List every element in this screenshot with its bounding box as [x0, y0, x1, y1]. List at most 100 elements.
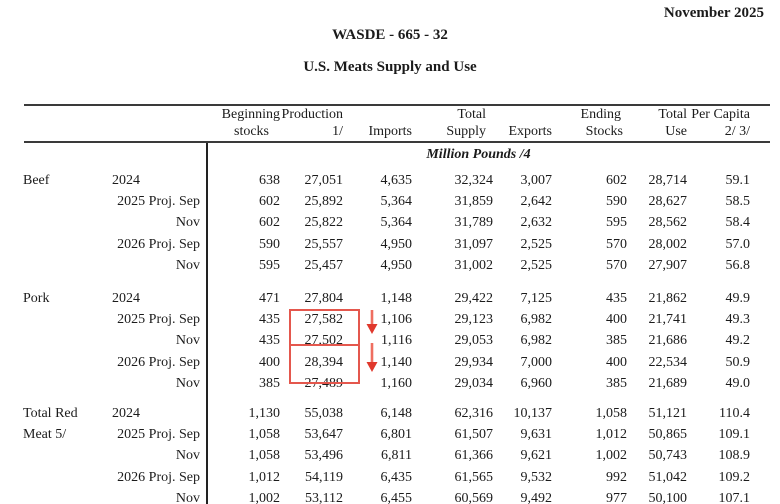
value-cell: 385 [606, 375, 627, 391]
value-cell: 21,689 [648, 375, 688, 391]
value-cell: 6,801 [380, 427, 413, 443]
value-cell: 9,532 [520, 469, 553, 485]
commodity-section: Pork 2024 471 27,804 1,148 29,422 7,125 435 21,8… [0, 288, 750, 394]
column-header: Imports [368, 124, 412, 139]
value-cell: 1,130 [248, 406, 281, 421]
value-cell: 28,562 [648, 215, 688, 231]
column-header [343, 106, 412, 123]
value-cell: 400 [259, 354, 280, 370]
value-cell: 400 [606, 312, 627, 328]
table-row: 2024 638 27,051 4,635 32,324 3,007 602 28,714 59… [0, 170, 750, 191]
value-cell: 6,148 [380, 406, 413, 421]
column-header: Use [665, 124, 687, 139]
column-header: Supply [446, 124, 486, 139]
value-cell: 4,950 [380, 236, 413, 252]
value-cell: 31,859 [454, 194, 494, 210]
value-cell: 25,557 [304, 236, 344, 252]
value-cell: 50,100 [648, 490, 688, 504]
value-cell: 60,569 [454, 490, 494, 504]
value-cell: 570 [606, 257, 627, 273]
value-cell: 9,621 [520, 448, 553, 464]
value-cell: 27,907 [648, 257, 688, 273]
table-row: Nov 595 25,457 4,950 31,002 2,525 570 27,907 56.… [0, 255, 750, 276]
value-cell: 1,058 [595, 406, 628, 421]
value-cell: 22,534 [648, 354, 688, 370]
table-row: Nov 435 27,502 1,116 29,053 6,982 385 21,686 49.… [0, 330, 750, 351]
row-label: Nov [175, 375, 200, 391]
value-cell: 977 [606, 490, 627, 504]
value-cell: 2,525 [520, 257, 553, 273]
value-cell: 2,632 [520, 215, 553, 231]
value-cell: 27,804 [304, 291, 344, 306]
value-cell: 31,002 [454, 257, 494, 273]
value-cell: 109.2 [718, 469, 751, 485]
value-cell: 9,631 [520, 427, 553, 443]
value-cell: 7,125 [520, 291, 553, 306]
row-label: Nov [175, 257, 200, 273]
value-cell: 31,097 [454, 236, 494, 252]
column-header: Per Capita [691, 107, 750, 122]
value-cell: 49.2 [725, 333, 751, 349]
value-cell: 471 [259, 291, 280, 306]
table-column-headers: Beginning Production Total Ending Total Per C… [0, 106, 750, 140]
value-cell: 1,058 [248, 427, 281, 443]
value-cell: 53,647 [304, 427, 344, 443]
value-cell: 1,002 [248, 490, 281, 504]
value-cell: 1,160 [380, 375, 413, 391]
table-top-rule [24, 104, 770, 106]
value-cell: 29,422 [454, 291, 494, 306]
value-cell: 4,950 [380, 257, 413, 273]
value-cell: 49.0 [725, 375, 751, 391]
commodity-col-spacer [0, 467, 112, 488]
value-cell: 6,982 [520, 312, 553, 328]
value-cell: 49.9 [725, 291, 751, 306]
row-label: Nov [175, 215, 200, 231]
column-header: Exports [508, 124, 552, 139]
value-cell: 29,934 [454, 354, 494, 370]
table-row: 2026 Proj. Sep 400 28,394 1,140 29,934 7,000 4… [0, 352, 750, 373]
table-row: 2026 Proj. Sep 1,012 54,119 6,435 61,565 9,53… [0, 467, 750, 488]
value-cell: 638 [259, 173, 280, 188]
commodity-section: Beef 2024 638 27,051 4,635 32,324 3,007 602 28,7… [0, 170, 750, 276]
value-cell: 10,137 [513, 406, 553, 421]
value-cell: 992 [606, 469, 627, 485]
column-header: Production [281, 107, 343, 122]
row-label: Nov [175, 333, 200, 349]
row-label: 2026 Proj. Sep [117, 236, 200, 252]
value-cell: 58.5 [725, 194, 751, 210]
commodity-label: Pork [23, 291, 50, 306]
value-cell: 435 [259, 333, 280, 349]
value-cell: 1,012 [248, 469, 281, 485]
row-label: Nov [175, 490, 200, 504]
commodity-section: Total Red Meat 5/2024 1,130 55,038 6,148 62,… [0, 403, 750, 504]
header-spacer [0, 123, 112, 140]
column-header: 2/ 3/ [724, 124, 750, 139]
value-cell: 385 [606, 333, 627, 349]
table-vertical-divider [206, 143, 208, 504]
value-cell: 49.3 [725, 312, 751, 328]
value-cell: 57.0 [725, 236, 751, 252]
column-header: stocks [234, 124, 269, 139]
row-label: 2025 Proj. Sep [117, 312, 200, 328]
value-cell: 25,822 [304, 215, 344, 231]
value-cell: 61,565 [454, 469, 494, 485]
value-cell: 602 [259, 194, 280, 210]
row-label: 2026 Proj. Sep [117, 354, 200, 370]
value-cell: 59.1 [725, 173, 751, 188]
commodity-col-spacer [0, 488, 112, 504]
row-label: 2024 [112, 173, 140, 188]
value-cell: 56.8 [725, 257, 751, 273]
row-label: 2024 [112, 291, 140, 306]
value-cell: 29,053 [454, 333, 494, 349]
commodity-col-spacer [0, 212, 112, 233]
value-cell: 27,582 [304, 312, 344, 328]
value-cell: 51,042 [648, 469, 688, 485]
value-cell: 61,366 [454, 448, 494, 464]
value-cell: 1,116 [381, 333, 412, 349]
value-cell: 25,892 [304, 194, 344, 210]
value-cell: 110.4 [719, 406, 750, 421]
commodity-col-spacer [0, 330, 112, 351]
value-cell: 31,789 [454, 215, 494, 231]
value-cell: 62,316 [454, 406, 494, 421]
